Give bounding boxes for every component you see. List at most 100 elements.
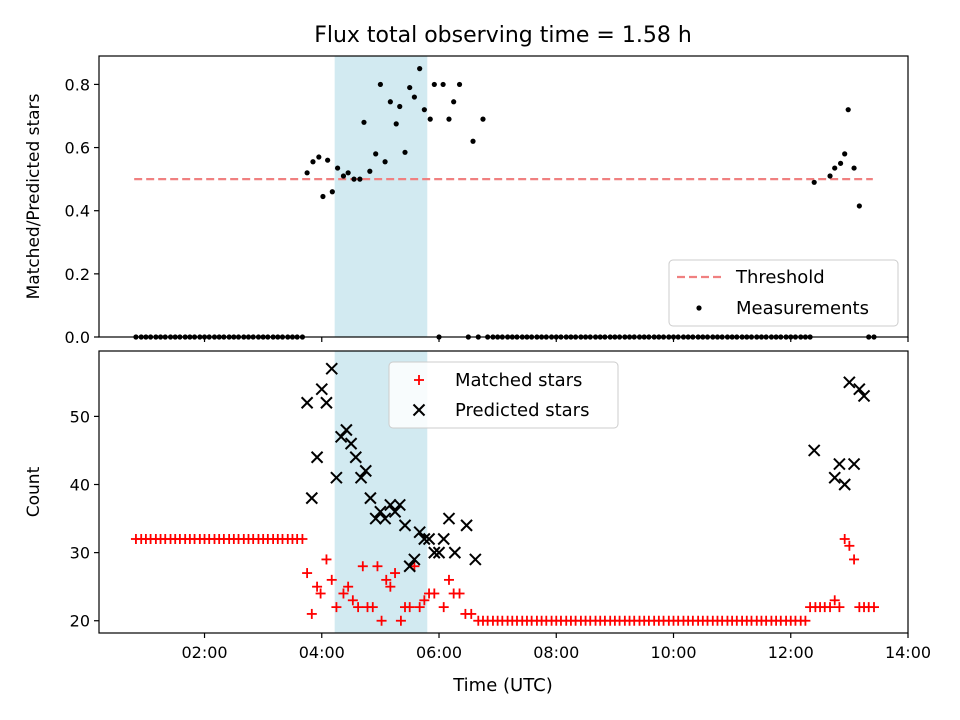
- y-tick-label: 0.4: [65, 202, 90, 221]
- data-point: [315, 588, 326, 599]
- data-point: [834, 602, 845, 613]
- data-point: [460, 519, 473, 532]
- data-point: [310, 451, 324, 464]
- data-point: [470, 138, 476, 144]
- data-point: [402, 149, 408, 155]
- data-point: [388, 505, 402, 518]
- legend-matched-label: Matched stars: [455, 370, 582, 391]
- data-point: [320, 396, 333, 409]
- data-point: [305, 491, 319, 505]
- y-tick-label: 0.2: [65, 265, 90, 284]
- y-tick-label: 30: [70, 544, 90, 563]
- data-point: [466, 608, 477, 619]
- data-point: [354, 471, 368, 484]
- data-point: [842, 151, 848, 157]
- y-tick-label: 0.0: [65, 328, 90, 347]
- data-point: [320, 193, 326, 200]
- data-point: [844, 540, 855, 551]
- data-point: [316, 154, 322, 160]
- data-point: [446, 116, 452, 122]
- y-tick-label: 40: [70, 476, 90, 495]
- data-point: [297, 534, 308, 544]
- data-point: [398, 519, 412, 532]
- data-point: [828, 471, 841, 484]
- legend-box: [668, 259, 899, 327]
- data-point: [414, 602, 425, 613]
- chart-title: Flux total observing time = 1.58 h: [314, 23, 692, 48]
- data-point: [310, 159, 316, 165]
- data-point: [395, 615, 406, 626]
- data-point: [456, 81, 463, 88]
- data-point: [357, 176, 363, 182]
- data-point: [334, 430, 348, 444]
- data-point: [349, 451, 362, 464]
- data-point: [367, 168, 373, 174]
- bottom-panel: 20 30 40 50 02:00 04:00 06:00 08:00 10:00 12:00 14…: [24, 350, 931, 662]
- series-matched-stars: [130, 534, 879, 626]
- data-point: [437, 532, 450, 546]
- data-point: [451, 99, 457, 105]
- y-axis-label: Count: [24, 466, 44, 517]
- data-point: [306, 608, 317, 619]
- observing-window-span: [334, 56, 428, 337]
- x-tick-label: 08:00: [533, 643, 579, 662]
- data-point: [827, 173, 833, 179]
- data-point: [825, 602, 836, 613]
- legend-measurements-swatch: [696, 305, 702, 311]
- data-point: [428, 546, 441, 559]
- series-predicted-stars: [300, 362, 871, 573]
- data-point: [832, 165, 838, 171]
- data-point: [397, 103, 403, 110]
- data-point: [376, 615, 387, 626]
- legend-predicted-swatch: [412, 403, 426, 417]
- data-point: [413, 525, 426, 539]
- data-point: [407, 84, 413, 91]
- legend: Matched stars Predicted stars: [388, 361, 619, 429]
- data-point: [377, 81, 383, 88]
- legend: Threshold Measurements: [668, 259, 899, 327]
- data-point: [367, 602, 378, 613]
- legend-box: [388, 361, 619, 429]
- data-point: [359, 464, 372, 478]
- data-point: [448, 546, 462, 559]
- data-point: [440, 81, 446, 88]
- data-point: [384, 498, 397, 512]
- data-point: [321, 554, 332, 565]
- data-point: [326, 574, 337, 585]
- data-point: [390, 568, 401, 579]
- data-point: [345, 170, 351, 176]
- x-tick-label: 02:00: [181, 643, 227, 662]
- data-point: [374, 505, 387, 518]
- data-point: [302, 568, 313, 579]
- data-point: [868, 602, 879, 613]
- data-point: [443, 574, 454, 585]
- data-point: [361, 119, 367, 125]
- data-point: [329, 189, 335, 195]
- data-point: [857, 389, 871, 403]
- data-point: [417, 66, 423, 72]
- data-point: [393, 121, 399, 127]
- data-point: [351, 176, 357, 182]
- data-point: [343, 581, 354, 592]
- data-point: [304, 170, 310, 176]
- data-point: [334, 165, 341, 171]
- data-point: [469, 553, 482, 566]
- data-point: [851, 165, 857, 171]
- data-point: [421, 107, 427, 113]
- data-point: [807, 444, 821, 457]
- x-tick-label: 10:00: [650, 643, 696, 662]
- x-axis-label: Time (UTC): [452, 675, 553, 696]
- data-point: [325, 362, 338, 375]
- data-point: [438, 602, 449, 613]
- data-point: [300, 396, 314, 409]
- data-point: [340, 423, 353, 437]
- data-point: [404, 602, 415, 613]
- legend-measurements-label: Measurements: [736, 298, 869, 319]
- data-point: [845, 107, 851, 113]
- data-point: [340, 173, 347, 179]
- data-point: [331, 602, 342, 613]
- legend-threshold-label: Threshold: [735, 267, 825, 288]
- data-point: [427, 116, 433, 122]
